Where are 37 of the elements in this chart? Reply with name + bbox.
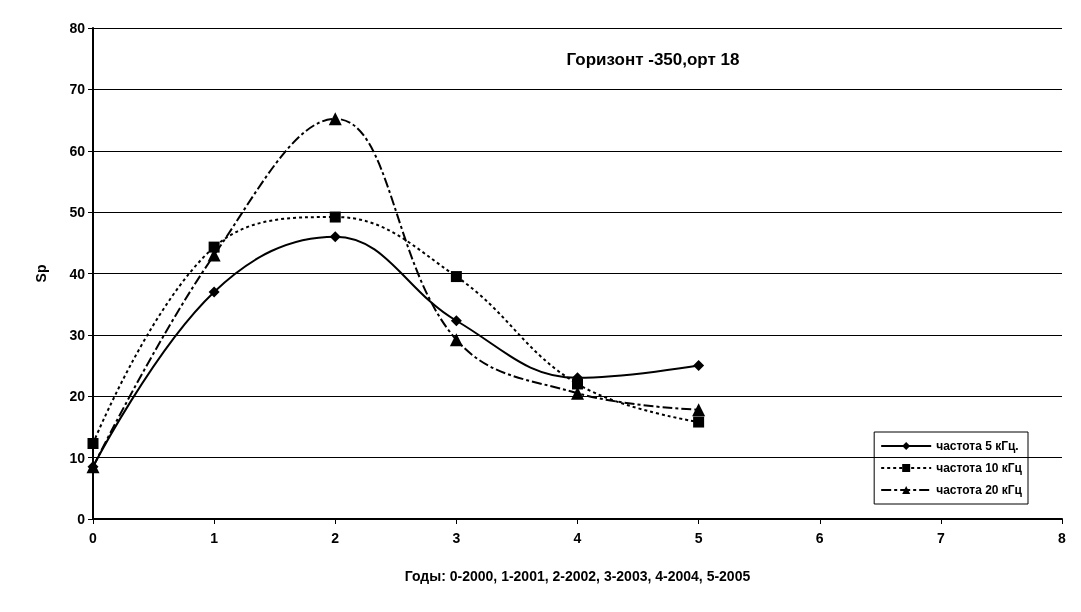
text: Горизонт -350,орт 18 (566, 50, 740, 69)
x-tick-label: 3 (452, 530, 461, 546)
point (208, 241, 220, 253)
legend-label: частота 5 кГц. (936, 439, 1019, 453)
x-tick-label: 8 (1058, 530, 1067, 546)
y-tick-label: 70 (69, 81, 86, 98)
y-tick-label: 30 (69, 326, 86, 343)
y-tick-label: 10 (69, 449, 86, 466)
x-tick-label: 2 (331, 530, 340, 546)
point (693, 360, 705, 372)
point (450, 315, 462, 327)
legend-label: частота 10 кГц (936, 461, 1023, 475)
point (572, 378, 583, 390)
y-tick-label: 50 (69, 204, 86, 221)
y-tick-label: 40 (69, 265, 86, 282)
point (87, 438, 99, 450)
x-tick-label: 7 (936, 530, 945, 546)
y-tick-label: 20 (69, 388, 86, 405)
x-tick-label: 0 (89, 530, 98, 546)
y-axis-title: Sp (33, 264, 49, 283)
x-tick-label: 5 (694, 530, 703, 546)
point (208, 286, 220, 298)
point (692, 403, 706, 417)
x-tick-label: 4 (573, 530, 582, 546)
x-tick-label: 1 (210, 530, 219, 546)
point (449, 333, 463, 347)
point (693, 416, 705, 428)
point (329, 211, 341, 223)
legend-label: частота 20 кГц (936, 483, 1023, 497)
point (328, 112, 342, 126)
point (450, 271, 462, 283)
x-tick-label: 6 (815, 530, 824, 546)
y-tick-label: 0 (77, 511, 86, 527)
y-tick-label: 80 (69, 20, 86, 36)
x-axis-title: Годы: 0-2000, 1-2001, 2-2002, 3-2003, 4-2004, 5-2005 (404, 568, 751, 584)
point (329, 231, 341, 243)
y-tick-label: 60 (69, 142, 86, 159)
